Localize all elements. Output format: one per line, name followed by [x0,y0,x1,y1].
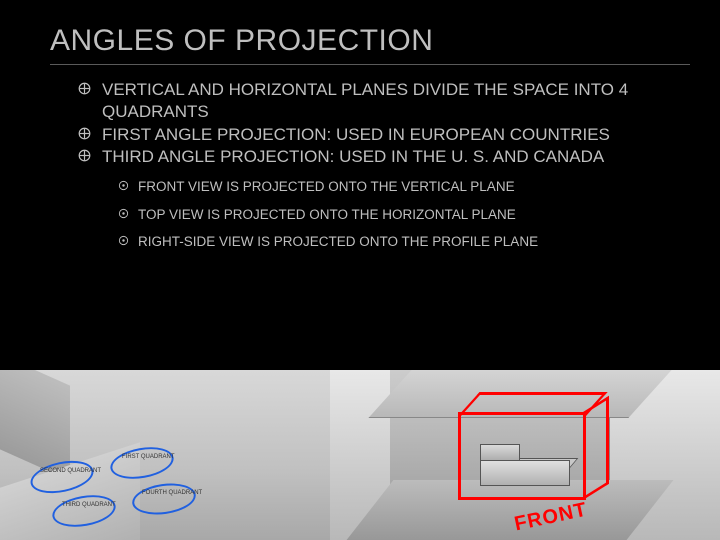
quadrant-label: THIRD QUADRANT [62,502,116,508]
target-icon [78,149,91,162]
target-icon [78,82,91,95]
quadrant-label: FIRST QUADRANT [122,454,175,460]
bullet-text: FRONT VIEW IS PROJECTED ONTO THE VERTICA… [138,179,515,194]
sub-bullet-list: FRONT VIEW IS PROJECTED ONTO THE VERTICA… [30,178,690,251]
quadrant-ellipse [130,480,198,519]
main-bullet-list: VERTICAL AND HORIZONTAL PLANES DIVIDE TH… [30,79,690,168]
page-title: ANGLES OF PROJECTION [30,24,690,58]
diagram-row: SECOND QUADRANT FIRST QUADRANT THIRD QUA… [0,370,720,540]
quadrant-label: FOURTH QUADRANT [142,490,202,496]
red-box-side [583,396,609,500]
target-icon [78,127,91,140]
bullet-text: FIRST ANGLE PROJECTION: USED IN EUROPEAN… [102,125,610,144]
iso-scene: SECOND QUADRANT FIRST QUADRANT THIRD QUA… [0,370,330,540]
quadrant-label: SECOND QUADRANT [40,468,101,474]
dot-target-icon [118,180,129,191]
red-box-front [458,412,586,500]
list-item: FRONT VIEW IS PROJECTED ONTO THE VERTICA… [118,178,690,196]
slide: ANGLES OF PROJECTION VERTICAL AND HORIZO… [0,0,720,540]
bullet-text: VERTICAL AND HORIZONTAL PLANES DIVIDE TH… [102,80,628,121]
list-item: THIRD ANGLE PROJECTION: USED IN THE U. S… [78,146,690,168]
dot-target-icon [118,235,129,246]
title-underline [50,64,690,65]
dot-target-icon [118,208,129,219]
bullet-text: RIGHT-SIDE VIEW IS PROJECTED ONTO THE PR… [138,234,538,249]
bullet-text: TOP VIEW IS PROJECTED ONTO THE HORIZONTA… [138,207,516,222]
list-item: TOP VIEW IS PROJECTED ONTO THE HORIZONTA… [118,206,690,224]
projection-diagram: FRONT [330,370,720,540]
proj-scene: FRONT [330,370,720,540]
list-item: FIRST ANGLE PROJECTION: USED IN EUROPEAN… [78,124,690,146]
quadrant-diagram: SECOND QUADRANT FIRST QUADRANT THIRD QUA… [0,370,330,540]
list-item: VERTICAL AND HORIZONTAL PLANES DIVIDE TH… [78,79,690,123]
bullet-text: THIRD ANGLE PROJECTION: USED IN THE U. S… [102,147,604,166]
list-item: RIGHT-SIDE VIEW IS PROJECTED ONTO THE PR… [118,233,690,251]
